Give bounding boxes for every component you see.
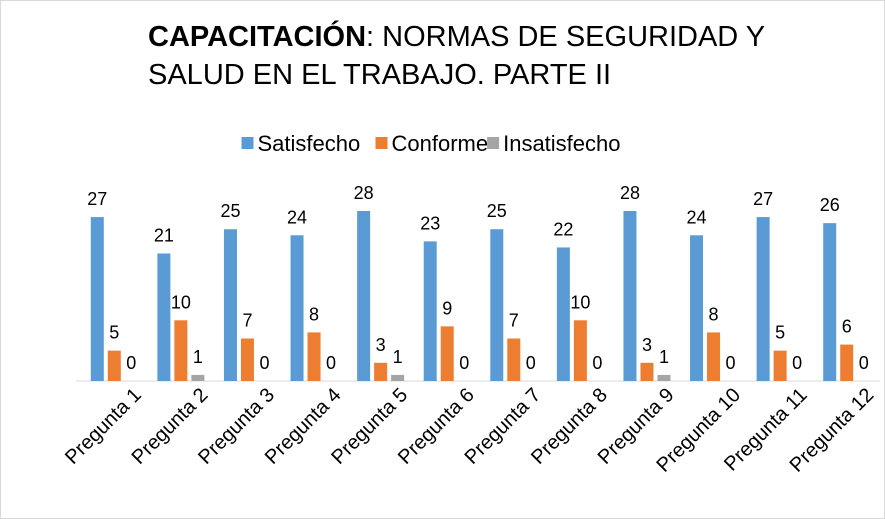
- bar: [507, 338, 521, 381]
- data-label: 9: [442, 298, 452, 318]
- bar: [490, 229, 504, 381]
- data-label: 5: [109, 323, 119, 343]
- data-label: 24: [687, 207, 707, 227]
- data-label: 27: [87, 189, 107, 209]
- data-label: 7: [242, 311, 252, 331]
- data-label: 1: [659, 347, 669, 367]
- bar: [690, 235, 704, 381]
- bar: [640, 362, 654, 381]
- bar: [223, 229, 237, 381]
- data-label: 24: [287, 207, 307, 227]
- bar: [773, 350, 787, 381]
- data-label: 23: [420, 213, 440, 233]
- legend-label: Insatisfecho: [503, 131, 620, 156]
- bar: [107, 350, 121, 381]
- bar: [823, 223, 837, 381]
- legend-label: Satisfecho: [258, 131, 361, 156]
- data-label: 26: [820, 195, 840, 215]
- data-label: 28: [620, 183, 640, 203]
- bar: [707, 332, 721, 381]
- data-label: 25: [220, 201, 240, 221]
- bar: [290, 235, 304, 381]
- bar: [391, 374, 405, 381]
- bar: [756, 217, 770, 381]
- data-label: 1: [193, 347, 203, 367]
- title-rest: : NORMAS DE SEGURIDAD Y SALUD EN EL TRAB…: [148, 21, 765, 91]
- bar: [556, 247, 570, 381]
- bar: [657, 374, 671, 381]
- bar: [374, 362, 388, 381]
- data-label: 8: [709, 304, 719, 324]
- title-bold: CAPACITACIÓN: [148, 21, 367, 53]
- legend-label: Conforme: [392, 131, 489, 156]
- bar: [191, 374, 205, 381]
- bar: [174, 320, 188, 381]
- legend-swatch: [375, 137, 388, 149]
- data-label: 27: [753, 189, 773, 209]
- data-label: 0: [126, 353, 136, 373]
- data-label: 10: [570, 292, 590, 312]
- data-label: 25: [487, 201, 507, 221]
- data-label: 1: [393, 347, 403, 367]
- data-label: 21: [154, 226, 174, 246]
- data-label: 3: [642, 335, 652, 355]
- bar: [573, 320, 587, 381]
- data-label: 0: [326, 353, 336, 373]
- bar: [357, 211, 371, 381]
- chart-title: CAPACITACIÓN: NORMAS DE SEGURIDAD Y SALU…: [148, 18, 848, 94]
- data-label: 0: [859, 353, 869, 373]
- data-label: 6: [842, 317, 852, 337]
- data-label: 28: [354, 183, 374, 203]
- bar: [240, 338, 254, 381]
- data-label: 0: [459, 353, 469, 373]
- bar: [423, 241, 437, 381]
- bar: [307, 332, 321, 381]
- data-label: 0: [726, 353, 736, 373]
- bar: [840, 344, 854, 381]
- data-label: 0: [259, 353, 269, 373]
- data-label: 7: [509, 311, 519, 331]
- data-label: 0: [792, 353, 802, 373]
- data-label: 22: [553, 219, 573, 239]
- data-label: 10: [171, 292, 191, 312]
- data-label: 3: [376, 335, 386, 355]
- legend-swatch: [241, 137, 254, 149]
- data-label: 0: [592, 353, 602, 373]
- bar: [90, 217, 104, 381]
- data-label: 0: [526, 353, 536, 373]
- data-label: 8: [309, 304, 319, 324]
- bar: [440, 326, 454, 381]
- bar: [623, 211, 637, 381]
- data-label: 5: [775, 323, 785, 343]
- legend-swatch: [487, 137, 500, 149]
- bar: [157, 253, 171, 381]
